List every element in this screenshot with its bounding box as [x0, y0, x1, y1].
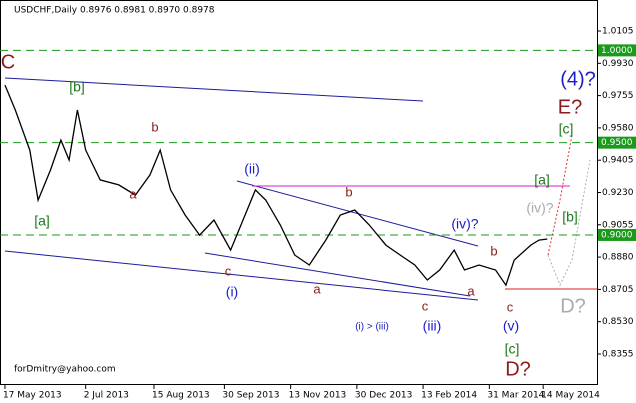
y-tick-label: 0.9580: [602, 123, 634, 133]
y-tick-label: 0.8530: [602, 317, 634, 327]
y-tick-label: 0.9055: [602, 220, 634, 230]
price-line: [4, 84, 548, 287]
level-box: [598, 136, 636, 149]
wave-label: b: [490, 243, 497, 258]
wave-label: C: [1, 51, 15, 73]
level-box: [598, 228, 636, 241]
level-label: 0.9500: [601, 138, 633, 148]
x-tick-label: 17 May 2013: [3, 391, 62, 401]
y-tick-label: 0.9930: [602, 59, 634, 69]
wave-label: [b]: [562, 209, 578, 225]
wave-label: c: [422, 298, 429, 313]
wave-label: c: [225, 263, 232, 278]
wave-label: a: [467, 283, 475, 298]
y-tick-label: 0.9755: [602, 91, 634, 101]
wave-label: [c]: [559, 121, 574, 137]
x-tick-label: 13 Feb 2014: [421, 391, 477, 401]
wave-label: [a]: [534, 172, 550, 188]
wave-label: c: [507, 299, 514, 314]
wave-label: (iv)?: [526, 200, 553, 216]
wave-label: a: [129, 186, 137, 201]
x-tick-label: 2 Jul 2013: [84, 391, 129, 401]
y-tick-label: 0.8705: [602, 285, 634, 295]
wave-label: (4)?: [560, 68, 596, 90]
y-tick-label: 0.9230: [602, 188, 634, 198]
wave-label: (i): [226, 284, 238, 300]
wave-label: (ii): [244, 161, 260, 177]
wave-label: b: [345, 184, 352, 199]
y-tick-label: 1.0105: [602, 27, 634, 37]
wave-label: [a]: [34, 213, 50, 229]
y-tick-label: 0.8355: [602, 349, 634, 359]
wave-label: a: [313, 281, 321, 296]
wave-label: D?: [505, 358, 531, 380]
wave-label: [c]: [505, 341, 520, 357]
y-tick-label: 0.8880: [602, 253, 634, 263]
level-label: 1.0000: [601, 46, 633, 56]
wave-label: D?: [560, 295, 586, 317]
y-tick-label: 0.9405: [602, 156, 634, 166]
wave-label: (i) > (iii): [355, 322, 389, 333]
wave-lines: [4, 77, 597, 301]
x-tick-label: 31 Mar 2014: [487, 391, 544, 401]
x-tick-label: 30 Dec 2013: [355, 391, 413, 401]
x-tick-label: 13 Nov 2013: [289, 391, 347, 401]
wave-label: b: [151, 119, 158, 134]
footer: forDmitry@yahoo.com: [14, 365, 116, 375]
x-tick-label: 14 May 2014: [541, 391, 600, 401]
wave-label: E?: [558, 96, 582, 118]
wave-label: (iii): [423, 318, 442, 334]
level-box: [598, 44, 636, 57]
wave-label: [b]: [69, 79, 85, 95]
x-tick-label: 30 Sep 2013: [222, 391, 279, 401]
wave-label: (iv)?: [451, 216, 478, 232]
wave-label: (v): [503, 318, 519, 334]
plot-frame: [0, 0, 598, 385]
x-tick-label: 15 Aug 2013: [152, 391, 210, 401]
chart-title: USDCHF,Daily 0.8976 0.8981 0.8970 0.8978: [14, 6, 215, 16]
level-label: 0.9000: [601, 230, 633, 240]
